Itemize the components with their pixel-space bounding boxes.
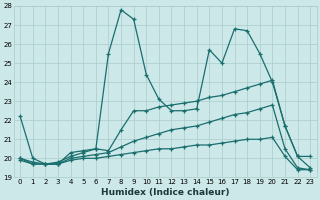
X-axis label: Humidex (Indice chaleur): Humidex (Indice chaleur) bbox=[101, 188, 229, 197]
